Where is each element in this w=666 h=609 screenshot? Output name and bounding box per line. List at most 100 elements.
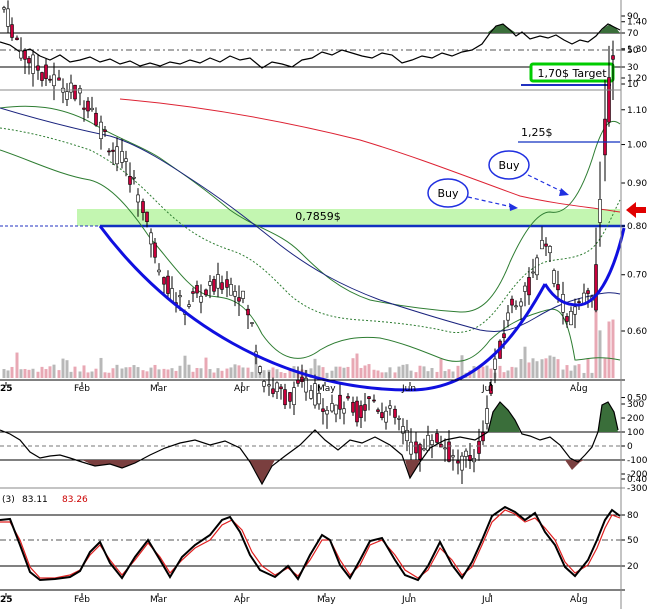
candle-body [65, 91, 69, 100]
volume-bar [309, 368, 313, 378]
cci-tick-label: -200 [627, 470, 648, 480]
candle-body [594, 264, 598, 311]
volume-bar [279, 372, 283, 378]
candle-body [481, 432, 485, 442]
candle-body [275, 382, 279, 393]
volume-bar [514, 367, 518, 378]
volume-bar [258, 371, 262, 378]
buy-bubble-1 [427, 178, 469, 208]
x-tick-label: Jul [481, 384, 493, 394]
volume-bar [603, 358, 607, 378]
volume-bar [78, 371, 82, 378]
candle-body [111, 149, 115, 152]
cci-fill-neg-4 [565, 460, 584, 470]
volume-bar [10, 366, 14, 378]
stoch-tick-label: 20 [627, 562, 639, 572]
x-tick-label: Jun [401, 595, 416, 605]
volume-bar [82, 365, 86, 378]
candle-body [393, 408, 397, 418]
candle-body [6, 8, 10, 27]
candle-body [258, 366, 262, 373]
volume-bar [208, 369, 212, 378]
candle-body [246, 308, 250, 316]
candle-body [31, 54, 35, 74]
volume-bar [103, 372, 107, 378]
candle-body [317, 393, 321, 405]
volume-bar [136, 367, 140, 378]
volume-bar [519, 359, 523, 378]
price-x-labels: 25 Feb Mar Apr May Jun Jul Aug [0, 382, 588, 394]
stoch-d-value: 83.26 [62, 495, 88, 505]
candle-body [250, 322, 254, 324]
candle-body [78, 88, 82, 94]
x-tick-label: 25 [0, 384, 13, 394]
candle-body [94, 112, 98, 126]
volume-bar [582, 372, 586, 378]
candle-body [401, 426, 405, 434]
price-tick-label: 0.70 [627, 271, 647, 281]
volume-bar [405, 364, 409, 378]
candle-body [573, 306, 577, 315]
buy-label-1: Buy [437, 187, 459, 200]
volume-bar [2, 369, 6, 378]
volume-bar [594, 311, 598, 378]
x-tick-label: Apr [234, 595, 250, 605]
cci-fill-neg-2 [248, 460, 275, 484]
volume-bar [346, 366, 350, 378]
candle-body [577, 301, 581, 303]
candle-body [220, 282, 224, 290]
cci-line [0, 401, 619, 486]
cci-tick-label: 100 [627, 428, 644, 438]
volume-bar [544, 358, 548, 378]
rsi-tick-label: 10 [627, 80, 639, 90]
candle-body [292, 387, 296, 405]
volume-bar [317, 365, 321, 378]
candle-body [598, 199, 602, 223]
volume-bar [556, 359, 560, 378]
volume-bar [170, 368, 174, 378]
volume-bar [426, 371, 430, 378]
candle-body [451, 455, 455, 458]
volume-bar [477, 365, 481, 378]
volume-bar [237, 365, 241, 378]
volume-bar [435, 371, 439, 378]
volume-bar [195, 367, 199, 378]
volume-bar [157, 369, 161, 378]
candle-body [44, 64, 48, 79]
candle-body [304, 378, 308, 393]
volume-bar [6, 370, 10, 378]
volume-bar [359, 367, 363, 378]
candle-body [10, 24, 14, 38]
resistance-zone [77, 209, 620, 226]
candle-body [502, 333, 506, 338]
stoch-k-line [0, 505, 621, 582]
candle-body [225, 279, 229, 288]
volume-bar [115, 364, 119, 378]
candle-body [607, 77, 611, 123]
candle-body [363, 404, 367, 411]
volume-bar [271, 367, 275, 378]
x-tick-label: Jun [401, 384, 416, 394]
x-tick-label: Aug [570, 384, 588, 394]
volume-bar [422, 366, 426, 378]
volume-bar [531, 358, 535, 378]
volume-bar [548, 355, 552, 378]
volume-bar [372, 369, 376, 378]
candle-body [141, 201, 145, 213]
volume-bar [183, 355, 187, 378]
candle-body [464, 450, 468, 457]
volume-bar [246, 367, 250, 378]
rsi-overbought-fill-1 [487, 24, 516, 33]
candle-body [128, 175, 132, 185]
volume-bar [443, 371, 447, 378]
volume-bar [57, 370, 61, 378]
candle-body [233, 291, 237, 297]
volume-bar [174, 370, 178, 378]
candle-body [82, 107, 86, 110]
candle-body [15, 37, 19, 40]
candle-body [468, 455, 472, 461]
candle-body [460, 455, 464, 471]
price-panel: 0,7859$ Buy Buy 1,25$ [0, 0, 646, 484]
candle-body [124, 158, 128, 162]
